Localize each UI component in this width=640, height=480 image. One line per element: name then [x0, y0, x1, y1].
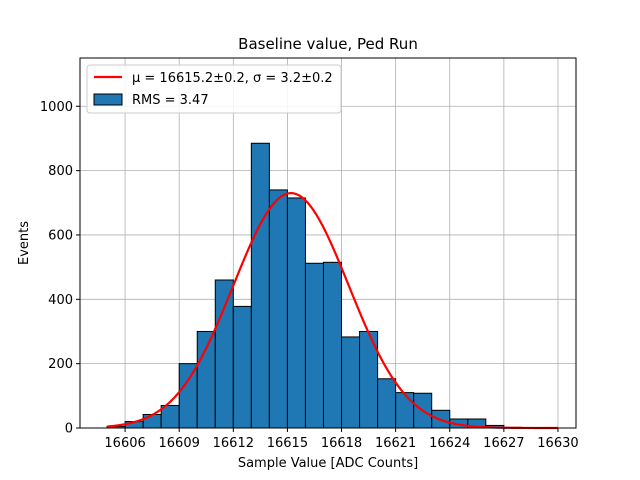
y-tick-label: 0 [65, 422, 73, 437]
x-tick-label: 16609 [159, 436, 200, 451]
histogram-bar [178, 363, 198, 429]
histogram-bar [395, 392, 415, 429]
plot-frame [79, 57, 577, 429]
histogram-bar [232, 305, 252, 429]
legend: μ = 16615.2±0.2, σ = 3.2±0.2 RMS = 3.47 [86, 64, 342, 114]
histogram-bar [214, 279, 234, 429]
chart-title: Baseline value, Ped Run [238, 35, 418, 53]
legend-hist-label: RMS = 3.47 [132, 93, 209, 108]
y-tick-label: 800 [48, 164, 73, 179]
histogram-bar [377, 378, 397, 429]
x-tick-label: 16615 [267, 436, 308, 451]
histogram-bar [268, 189, 288, 429]
x-tick-label: 16612 [213, 436, 254, 451]
y-tick-label: 400 [48, 293, 73, 308]
x-axis-ticks: 16606 16609 16612 16615 16618 16621 16624 16627… [104, 428, 579, 451]
histogram-bar [142, 413, 162, 429]
x-tick-label: 16624 [429, 436, 470, 451]
x-tick-label: 16606 [104, 436, 145, 451]
legend-box [86, 64, 342, 114]
x-tick-label: 16627 [483, 436, 524, 451]
legend-hist-swatch [93, 93, 123, 106]
y-tick-label: 1000 [40, 100, 73, 115]
x-tick-label: 16630 [537, 436, 578, 451]
y-axis-label: Events [17, 221, 32, 265]
histogram-bar [304, 262, 324, 429]
y-tick-label: 600 [48, 228, 73, 243]
histogram-bar [250, 142, 270, 429]
y-tick-label: 200 [48, 357, 73, 372]
histogram-bar [286, 197, 306, 429]
y-axis-ticks: 0 200 400 600 800 1000 [40, 100, 80, 437]
legend-fit-label: μ = 16615.2±0.2, σ = 3.2±0.2 [132, 71, 333, 86]
histogram-bar [160, 404, 180, 429]
histogram-bar [322, 261, 343, 429]
histogram-bar [341, 336, 361, 429]
fit-curve [106, 192, 558, 430]
gaussian-fit [106, 192, 558, 430]
x-tick-label: 16621 [375, 436, 416, 451]
x-axis-label: Sample Value [ADC Counts] [238, 456, 418, 471]
x-tick-label: 16618 [321, 436, 362, 451]
histogram-bars [106, 142, 523, 429]
